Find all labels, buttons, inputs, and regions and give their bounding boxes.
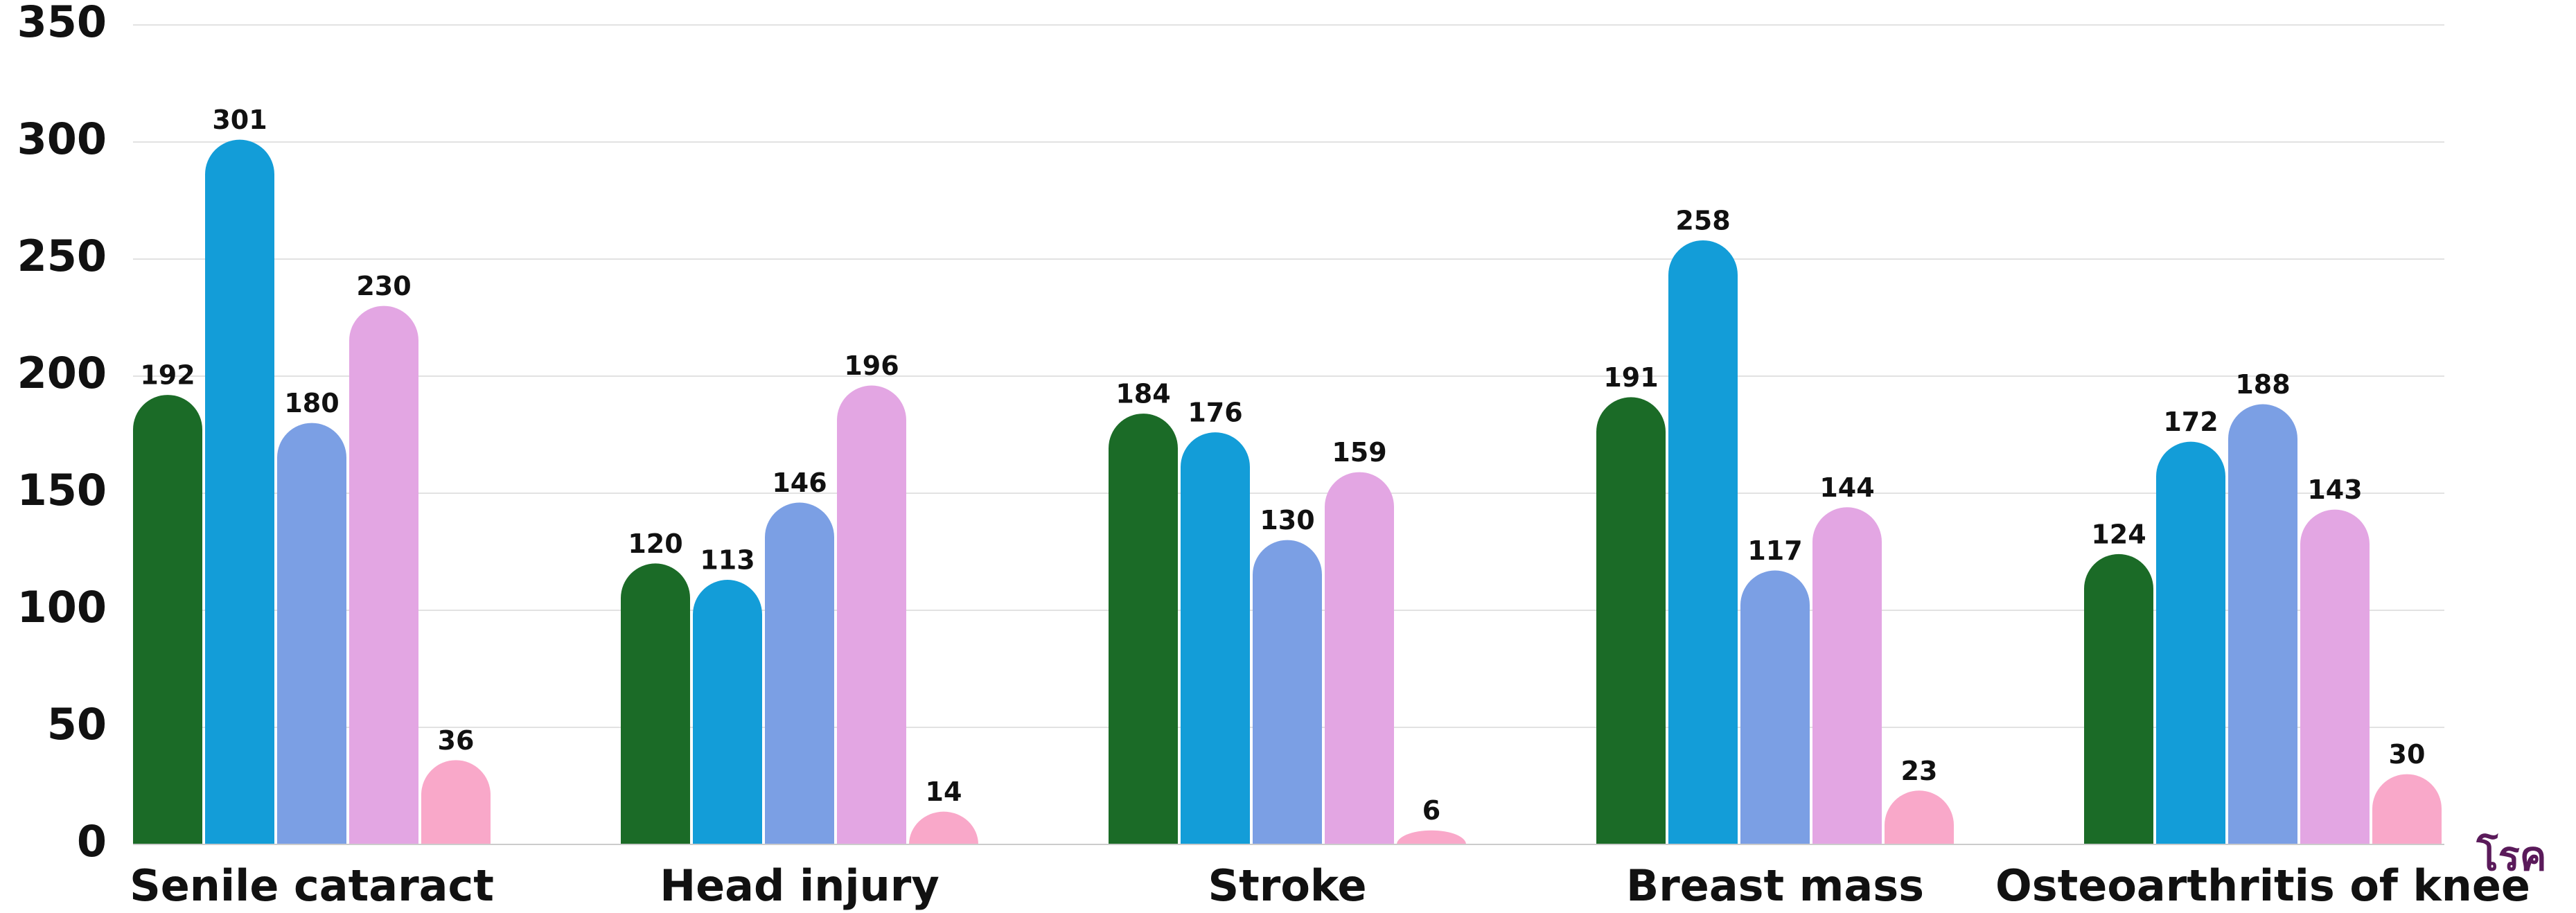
value-label: 230 <box>356 271 411 301</box>
bar <box>205 139 274 844</box>
value-label: 159 <box>1332 437 1386 468</box>
value-label: 124 <box>2091 519 2146 549</box>
bar <box>765 502 834 844</box>
value-label: 130 <box>1260 505 1314 535</box>
y-tick-label: 300 <box>17 114 107 164</box>
bar <box>2372 774 2442 844</box>
value-label: 191 <box>1603 362 1658 393</box>
y-tick-label: 50 <box>47 699 107 750</box>
bar <box>1253 540 1322 844</box>
value-label: 117 <box>1747 535 1802 566</box>
value-label: 120 <box>628 529 682 559</box>
x-tick-label: Head injury <box>660 860 939 911</box>
bar <box>621 563 690 844</box>
value-label: 301 <box>212 105 267 135</box>
bar <box>133 395 202 844</box>
value-label: 14 <box>926 777 962 807</box>
y-tick-label: 100 <box>17 582 107 632</box>
value-label: 23 <box>1901 756 1938 786</box>
bar <box>1181 432 1250 844</box>
y-tick-label: 150 <box>17 465 107 515</box>
bar <box>1596 397 1666 844</box>
bar <box>277 423 346 844</box>
x-tick-label: Stroke <box>1208 860 1366 911</box>
bar <box>1668 240 1738 844</box>
bar <box>2156 441 2225 844</box>
bar <box>909 811 978 844</box>
x-tick-label: Osteoarthritis of knee <box>1995 860 2530 911</box>
bar <box>2228 404 2297 844</box>
value-label: 188 <box>2235 369 2290 400</box>
x-tick-label: Breast mass <box>1626 860 1924 911</box>
value-label: 184 <box>1115 379 1170 409</box>
value-label: 36 <box>438 725 475 756</box>
bar <box>1812 507 1882 844</box>
bar <box>1397 830 1466 844</box>
value-label: 192 <box>140 360 195 391</box>
bar <box>1885 790 1954 844</box>
y-tick-label: 0 <box>77 816 107 867</box>
bar <box>1109 414 1178 844</box>
bar <box>2300 509 2370 844</box>
y-tick-label: 350 <box>17 0 107 47</box>
value-label: 144 <box>1819 472 1874 503</box>
bar <box>421 760 491 844</box>
value-label: 180 <box>284 388 339 418</box>
y-tick-label: 200 <box>17 348 107 398</box>
bar <box>837 385 906 844</box>
value-label: 196 <box>844 351 899 381</box>
value-label: 258 <box>1675 205 1730 236</box>
value-label: 6 <box>1422 795 1440 826</box>
bar <box>2084 553 2153 844</box>
value-label: 113 <box>700 545 755 576</box>
value-label: 146 <box>772 468 827 498</box>
y-tick-label: 250 <box>17 231 107 281</box>
x-tick-label: Senile cataract <box>130 860 494 911</box>
x-axis-label: โรค <box>2476 832 2546 880</box>
bar <box>1325 472 1394 844</box>
value-label: 176 <box>1188 398 1242 428</box>
value-label: 143 <box>2307 475 2362 505</box>
value-label: 30 <box>2389 739 2426 770</box>
bar <box>1740 570 1810 844</box>
bar <box>349 305 418 844</box>
value-label: 172 <box>2163 407 2218 437</box>
bar <box>693 580 762 844</box>
